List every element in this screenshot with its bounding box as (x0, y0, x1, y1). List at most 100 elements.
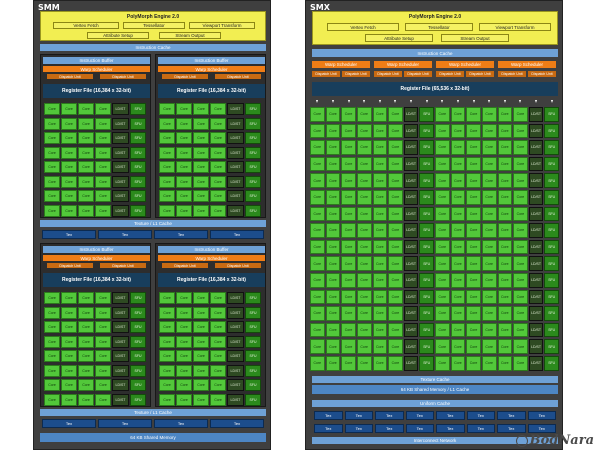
core-cell: Core (95, 379, 111, 391)
core-cell: Core (61, 379, 77, 391)
core-cell: Core (95, 132, 111, 144)
smm-row1-tex-4: Tex (210, 230, 264, 239)
sfu-cell: SFU (130, 350, 146, 362)
smx-shared-memory: 64 KB Shared Memory / L1 Cache (312, 385, 558, 394)
core-cell: Core (450, 223, 466, 238)
core-cell: Core (78, 146, 94, 159)
core-cell: Core (95, 350, 111, 362)
core-cell: Core (497, 190, 513, 205)
core-cell: Core (356, 206, 372, 222)
core-cell: Core (356, 107, 372, 122)
core-cell: Core (78, 335, 94, 348)
core-cell: Core (44, 161, 60, 173)
sfu-cell: SFU (245, 132, 261, 144)
smm-polymorph-title: PolyMorph Engine 2.0 (126, 14, 180, 20)
core-cell: Core (435, 140, 450, 155)
smx-dispatch-unit-3: Dispatch Unit (374, 71, 402, 77)
core-cell: Core (497, 339, 513, 354)
core-cell: Core (310, 306, 325, 321)
smx-warp-scheduler-4: Warp Scheduler (498, 61, 556, 68)
core-cell: Core (497, 306, 513, 321)
smx-row1-tex-4: Tex (405, 411, 434, 420)
ldst-cell: LD/ST (227, 393, 244, 406)
core-cell: Core (61, 190, 77, 202)
core-cell: Core (435, 339, 450, 354)
core-cell: Core (44, 379, 60, 391)
core-cell: Core (210, 335, 226, 348)
smx-row2-tex-8: Tex (527, 424, 556, 433)
smx-viewport-transform: Viewport Transform (479, 23, 551, 31)
core-cell: Core (481, 140, 497, 155)
core-cell: Core (450, 322, 466, 338)
sfu-cell: SFU (245, 146, 261, 159)
ldst-cell: LD/ST (528, 322, 544, 338)
ldst-cell: LD/ST (112, 292, 129, 304)
ldst-cell: LD/ST (403, 256, 419, 271)
ldst-cell: LD/ST (403, 190, 419, 205)
core-cell: Core (44, 132, 60, 144)
core-cell: Core (435, 190, 450, 205)
sfu-cell: SFU (544, 339, 559, 354)
core-cell: Core (159, 175, 175, 188)
core-cell: Core (513, 306, 528, 321)
core-cell: Core (513, 256, 528, 271)
sfu-cell: SFU (130, 379, 146, 391)
ldst-cell: LD/ST (112, 132, 129, 144)
ldst-cell: LD/ST (112, 190, 129, 202)
core-cell: Core (466, 156, 481, 172)
sfu-cell: SFU (544, 223, 559, 238)
core-cell: Core (61, 117, 77, 130)
core-cell: Core (44, 204, 60, 217)
quad-dispatch-unit-2: Dispatch Unit (100, 74, 146, 79)
core-cell: Core (95, 161, 111, 173)
sfu-cell: SFU (245, 204, 261, 217)
core-cell: Core (466, 107, 481, 122)
ldst-cell: LD/ST (112, 379, 129, 391)
core-cell: Core (341, 223, 356, 238)
core-cell: Core (193, 146, 209, 159)
sfu-cell: SFU (245, 103, 261, 115)
core-cell: Core (466, 273, 481, 288)
core-cell: Core (193, 321, 209, 333)
core-cell: Core (310, 107, 325, 122)
core-cell: Core (450, 273, 466, 288)
smm-row2-tex-1: Tex (42, 419, 96, 428)
core-cell: Core (513, 273, 528, 288)
core-cell: Core (513, 156, 528, 172)
core-cell: Core (466, 289, 481, 305)
core-cell: Core (450, 123, 466, 139)
core-cell: Core (450, 306, 466, 321)
smx-warp-scheduler-1: Warp Scheduler (312, 61, 370, 68)
core-cell: Core (176, 393, 192, 406)
quad-warp-scheduler: Warp Scheduler (43, 66, 150, 72)
core-cell: Core (210, 321, 226, 333)
sfu-cell: SFU (130, 393, 146, 406)
core-cell: Core (325, 339, 341, 354)
down-arrow-icon (378, 100, 381, 103)
core-cell: Core (310, 356, 325, 371)
sfu-cell: SFU (544, 173, 559, 188)
smm-polymorph-engine: PolyMorph Engine 2.0 Vertex Fetch Tessel… (40, 11, 266, 41)
core-cell: Core (310, 223, 325, 238)
core-cell: Core (466, 322, 481, 338)
core-cell: Core (325, 156, 341, 172)
core-cell: Core (44, 175, 60, 188)
sfu-cell: SFU (130, 103, 146, 115)
core-cell: Core (78, 393, 94, 406)
core-cell: Core (341, 140, 356, 155)
core-cell: Core (466, 306, 481, 321)
core-cell: Core (435, 206, 450, 222)
bodnara-watermark: BodNara (515, 433, 594, 448)
quad-register-file: Register File (16,384 x 32-bit) (158, 273, 265, 287)
core-cell: Core (513, 339, 528, 354)
core-cell: Core (356, 356, 372, 371)
ldst-cell: LD/ST (112, 204, 129, 217)
core-cell: Core (95, 364, 111, 377)
core-cell: Core (372, 190, 388, 205)
core-cell: Core (497, 173, 513, 188)
sfu-cell: SFU (245, 175, 261, 188)
sfu-cell: SFU (419, 140, 434, 155)
sfu-cell: SFU (419, 239, 434, 255)
sfu-cell: SFU (419, 356, 434, 371)
core-cell: Core (450, 356, 466, 371)
